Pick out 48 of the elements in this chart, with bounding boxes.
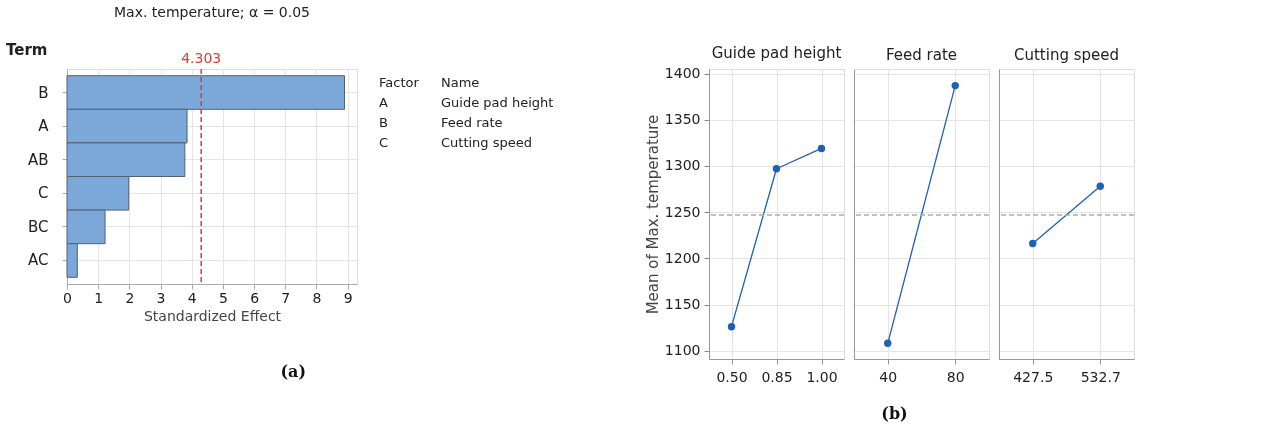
x-tick-label: 5 — [218, 289, 228, 306]
y-tick-label: A — [38, 117, 50, 136]
text: (b) — [881, 404, 908, 423]
x-tick-label: 4 — [187, 289, 197, 306]
y-tick-label: B — [38, 83, 49, 102]
x-tick-label: 80 — [946, 368, 965, 385]
text: Guide pad height — [441, 95, 554, 110]
x-tick-label: 0 — [63, 289, 72, 306]
x-tick-label: 40 — [879, 368, 898, 385]
y-tick-label: C — [38, 184, 49, 203]
y-tick-label: 1250 — [664, 203, 701, 220]
x-tick-label: 1.00 — [806, 368, 838, 385]
y-tick-label: AC — [28, 251, 49, 270]
x-tick-label: 427.5 — [1013, 368, 1054, 385]
y-tick-label: 1400 — [664, 65, 701, 82]
text: Cutting speed — [441, 135, 533, 150]
text: Feed rate — [441, 115, 503, 130]
x-tick-label: 7 — [281, 289, 291, 306]
text: A — [379, 95, 388, 110]
y-tick-label: 1300 — [664, 157, 701, 174]
x-axis-title: Standardized Effect — [143, 307, 282, 324]
y-tick-label: AB — [27, 150, 49, 169]
y-tick-label: 1350 — [664, 111, 701, 128]
y-tick-label: 1150 — [664, 296, 701, 313]
x-tick-label: 1 — [94, 289, 104, 306]
text: C — [379, 135, 389, 150]
x-tick-label: 6 — [250, 289, 260, 306]
y-axis-title: Term — [6, 40, 48, 59]
text: (a) — [280, 362, 306, 381]
x-tick-label: 9 — [343, 289, 353, 306]
y-tick-label: BC — [27, 217, 49, 236]
x-tick-label: 0.50 — [716, 368, 748, 385]
text: Name — [441, 75, 480, 90]
y-tick-label: 1100 — [664, 342, 701, 359]
y-axis-title: Mean of Max. temperature — [643, 114, 662, 315]
x-tick-label: 532.7 — [1080, 368, 1121, 385]
x-tick-label: 3 — [156, 289, 166, 306]
text: B — [379, 115, 388, 130]
chart-title: Max. temperature; α = 0.05 — [113, 4, 311, 20]
x-tick-label: 2 — [125, 289, 135, 306]
chart-title: Feed rate — [885, 46, 958, 64]
x-tick-label: 8 — [312, 289, 322, 306]
chart-title: Cutting speed — [1013, 46, 1120, 64]
chart-title: Guide pad height — [711, 43, 842, 62]
ref-line-label: 4.303 — [181, 50, 222, 66]
text: Factor — [379, 75, 420, 90]
y-tick-label: 1200 — [664, 249, 701, 266]
x-tick-label: 0.85 — [761, 368, 793, 385]
